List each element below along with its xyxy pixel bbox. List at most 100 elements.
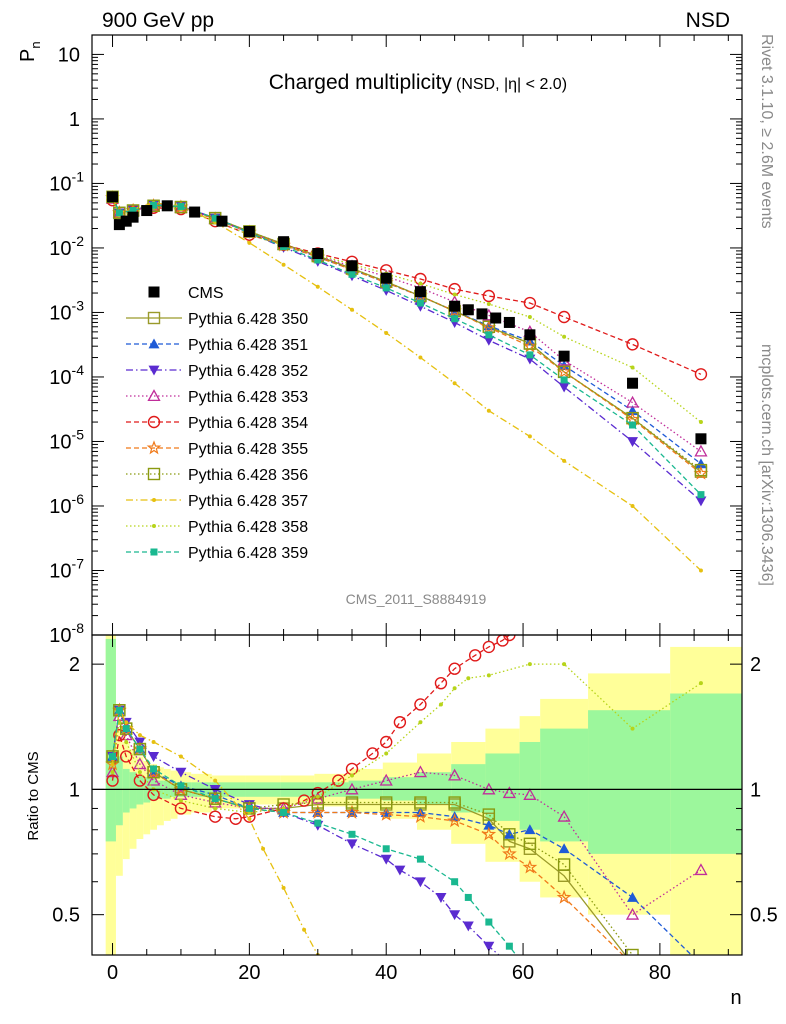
ratio-ytick-label-left: 1 [69,779,80,801]
data-point [557,310,571,324]
data-point [120,215,132,227]
legend-entry-pythia-6-428-353: Pythia 6.428 353 [126,389,308,406]
xtick-label: 40 [375,962,397,984]
ratio-point [695,1001,707,1012]
legend-label: CMS [188,285,224,302]
data-point [490,312,502,324]
data-point [452,381,457,386]
ratio-point [438,702,443,707]
ytick-label: 10-5 [49,426,84,453]
ytick-label: 10-7 [49,555,84,582]
data-point [562,334,567,339]
xtick-label: 80 [649,962,671,984]
series-pythia-6-428-350 [106,190,708,478]
ratio-point [695,1001,706,1012]
data-point [127,211,139,223]
ratio-point [502,786,516,799]
ratio-pythia-6-428-355 [105,702,707,1012]
data-point [486,408,491,413]
ratio-ytick-label-right: 1 [750,779,761,801]
series-pythia-6-428-356 [106,190,708,477]
data-point [476,308,488,320]
legend-label: Pythia 6.428 354 [188,415,308,432]
ratio-point [113,728,126,742]
ratio-point [627,958,638,969]
data-point [485,331,493,339]
ytick-label: 10-8 [49,620,84,647]
xtick-label: 60 [512,962,534,984]
ratio-ytick-label-right: 0.5 [750,905,778,927]
ratio-point [348,830,356,838]
ratio-point [485,918,493,926]
ratio-point [332,774,345,787]
ratio-point [261,846,266,851]
ratio-point [502,846,517,861]
data-point [697,491,705,499]
band-stat-bin [451,764,486,813]
band-stat-bin [670,693,742,854]
ratio-point [452,686,457,691]
data-point [630,503,635,508]
ratio-point [175,767,187,778]
ratio-point [556,889,572,904]
series-pythia-6-428-355 [105,189,709,480]
data-point [177,202,185,210]
data-point [278,236,290,248]
data-point [115,209,123,217]
data-point [524,329,536,341]
data-point [384,331,389,336]
header-left: 900 GeV pp [102,9,214,32]
svg-text:Pn: Pn [17,41,43,62]
ratio-point [302,927,307,932]
ratio-point [174,802,188,815]
xlabel: n [730,987,741,1009]
legend-label: Pythia 6.428 356 [188,467,308,484]
band-stat-bin [129,772,137,809]
ratio-point [314,819,322,827]
ytick-label: 10-4 [49,362,84,389]
ratio-point [133,742,147,756]
ylabel-main: Pn [17,41,43,62]
ratio-point [150,765,158,773]
ratio-point [211,795,219,803]
ratio-point [412,808,428,823]
ratio-point [414,796,427,809]
data-point [630,365,635,370]
ratio-point [124,739,129,744]
legend-marker [152,498,156,502]
ratio-point [148,752,160,762]
ratio-point [366,747,379,760]
data-point [481,319,497,335]
data-point [483,335,495,346]
legend-entry-pythia-6-428-356: Pythia 6.428 356 [126,467,308,484]
data-point [462,304,474,316]
legend-label: Pythia 6.428 351 [188,337,308,354]
legend-marker [152,524,156,528]
ratio-point [627,891,639,902]
ratio-point [694,863,708,876]
band-stat-bin [105,638,116,842]
ratio-point [106,774,119,787]
data-point [698,568,703,573]
ratio-point [486,673,491,678]
ratio-line [111,709,517,955]
chart-subtitle: (NSD, |η| < 2.0) [456,76,567,93]
legend-entry-pythia-6-428-359: Pythia 6.428 359 [126,545,308,562]
ratio-point [151,739,156,744]
legend-label: Pythia 6.428 350 [188,311,308,328]
band-stat-bin [540,728,589,842]
data-point [414,286,426,298]
data-point [629,421,637,429]
ratio-point [416,855,424,863]
ratio-ytick-label-left: 2 [69,654,80,676]
data-point [312,248,324,260]
ratio-point [133,774,147,787]
ratio-point [146,773,161,786]
legend-marker [147,311,161,325]
data-point [141,205,153,217]
legend-entry-pythia-6-428-351: Pythia 6.428 351 [126,337,308,354]
ratio-point [173,781,189,796]
data-point [346,260,358,272]
data-point [556,364,572,379]
